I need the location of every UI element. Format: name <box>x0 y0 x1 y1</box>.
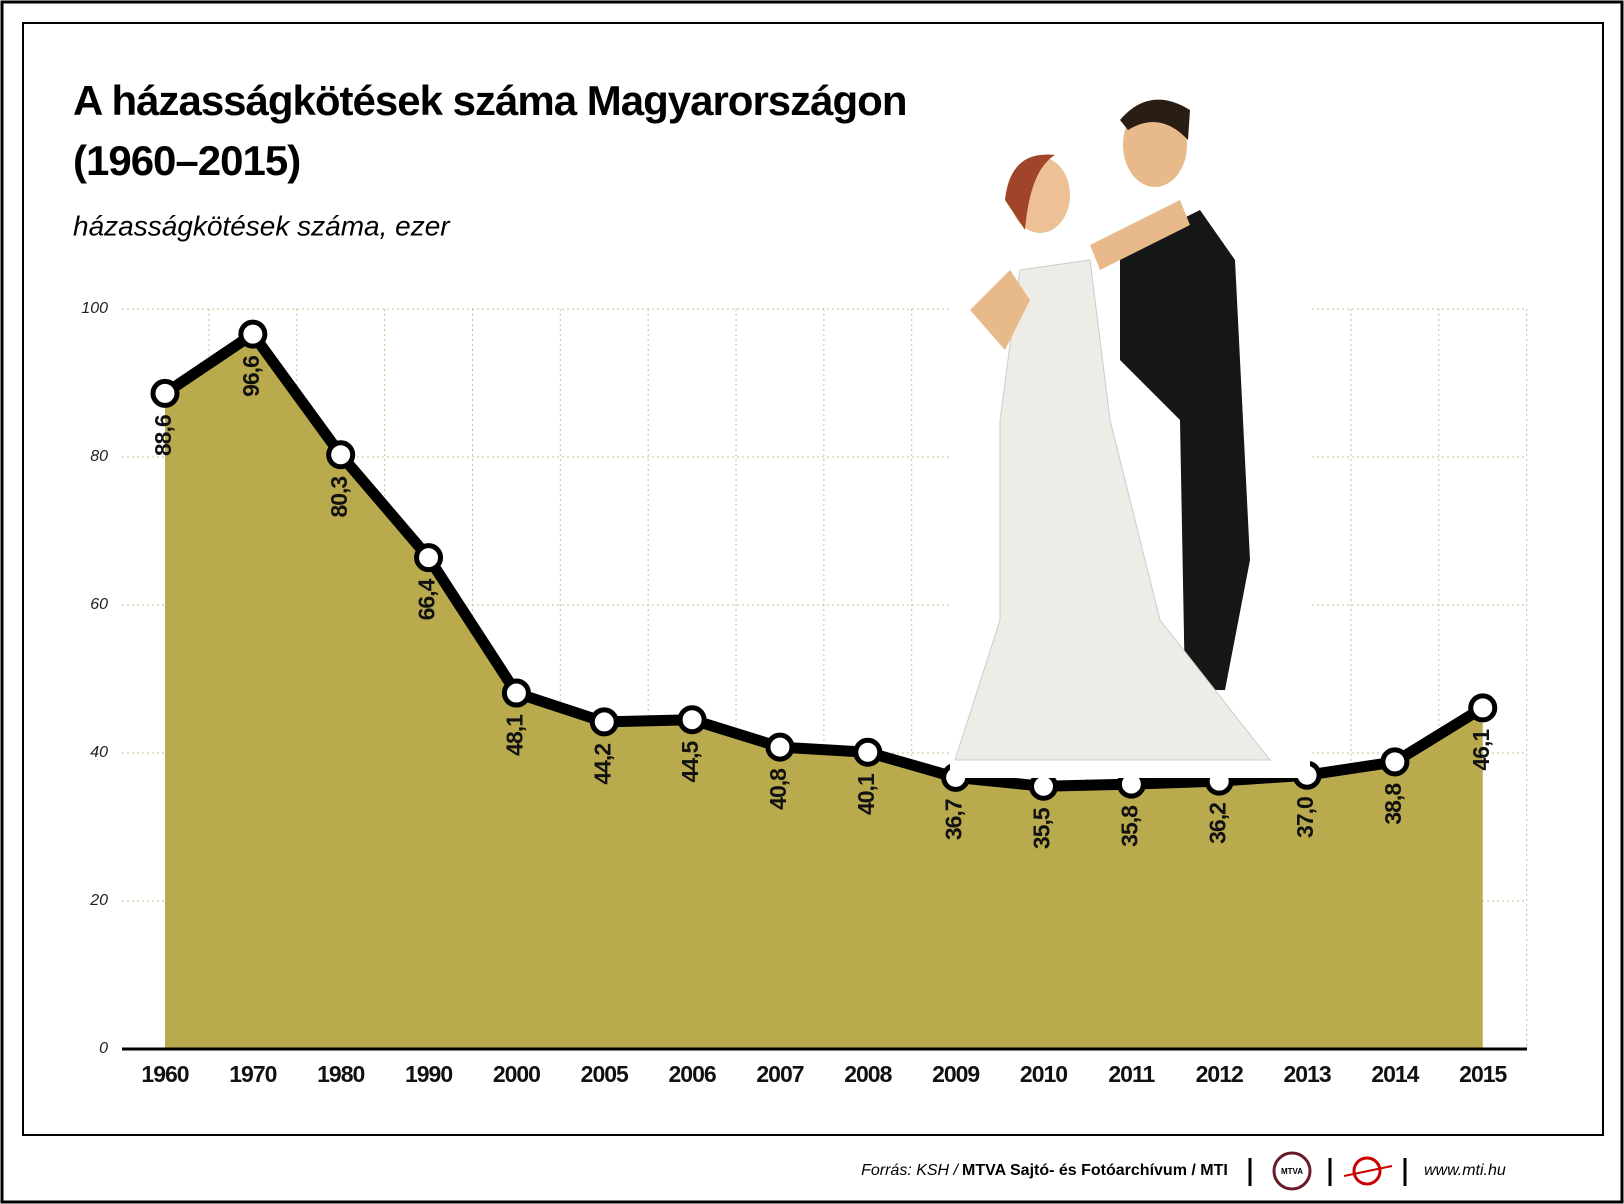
groom-suit <box>1120 210 1250 690</box>
value-label: 37,0 <box>1292 797 1318 838</box>
logo-text: MTVA <box>1281 1167 1303 1176</box>
y-tick-label: 100 <box>81 300 108 317</box>
x-tick-label: 1990 <box>405 1061 452 1087</box>
value-label: 88,6 <box>150 415 176 456</box>
point <box>414 543 444 573</box>
value-label: 48,1 <box>501 714 527 756</box>
agency: MTVA Sajtó- és Fotóarchívum / MTI <box>962 1162 1228 1179</box>
x-tick-label: 2014 <box>1371 1061 1419 1087</box>
x-tick-label: 2013 <box>1283 1061 1330 1087</box>
y-tick-label: 20 <box>89 892 108 909</box>
value-label: 46,1 <box>1468 729 1494 771</box>
x-tick-label: 2010 <box>1020 1061 1067 1087</box>
chart-title: (1960–2015) <box>73 137 300 184</box>
y-tick-label: 0 <box>99 1040 108 1057</box>
value-label: 40,8 <box>765 768 791 810</box>
point <box>501 678 531 708</box>
x-tick-label: 1980 <box>317 1061 364 1087</box>
point <box>765 732 795 762</box>
point <box>1380 747 1410 777</box>
x-tick-label: 2006 <box>669 1061 716 1087</box>
point <box>853 737 883 767</box>
bride-arm <box>970 270 1030 350</box>
logo-ring <box>1272 1151 1312 1191</box>
line <box>161 328 1486 792</box>
value-label: 80,3 <box>326 477 352 518</box>
couple-figure <box>950 99 1310 778</box>
point <box>677 705 707 735</box>
url: www.mti.hu <box>1424 1162 1506 1179</box>
bride-hair <box>1005 154 1055 230</box>
point <box>326 440 356 470</box>
mti-logo <box>1352 1156 1382 1186</box>
point <box>1468 693 1498 723</box>
x-tick-label: 2011 <box>1108 1061 1155 1087</box>
x-tick-label: 2008 <box>844 1061 892 1087</box>
value-label: 44,5 <box>677 740 703 782</box>
value-label: 35,8 <box>1116 805 1142 847</box>
point <box>238 319 268 349</box>
inner-frame <box>22 22 1604 1136</box>
x-tick-label: 1970 <box>229 1061 276 1087</box>
value-label: 36,2 <box>1204 803 1230 844</box>
value-label: 35,5 <box>1029 807 1055 849</box>
x-tick-label: 2015 <box>1459 1061 1507 1087</box>
y-tick-label: 60 <box>90 596 108 613</box>
x-tick-label: 2009 <box>932 1061 979 1087</box>
value-label: 66,4 <box>414 578 440 620</box>
x-tick-label: 1960 <box>141 1061 188 1087</box>
value-label: 38,8 <box>1380 783 1406 825</box>
value-label: 36,7 <box>941 799 967 840</box>
mti-logo-line <box>1343 1165 1393 1177</box>
value-label: 40,1 <box>853 773 879 815</box>
plot-area: 0 20 40 60 80 100 88,6 96,6 80,3 66,4 48,1 44,2 44,5… <box>81 300 1528 1087</box>
x-tick-label: 2000 <box>493 1061 540 1087</box>
chart-subtitle: házasságkötések száma, ezer <box>73 210 451 241</box>
source: Forrás: KSH / <box>861 1162 959 1179</box>
chart-title: A házasságkötések száma Magyarországon <box>73 77 906 124</box>
point <box>589 707 619 737</box>
y-tick-label: 80 <box>90 448 108 465</box>
groom-hair <box>1120 99 1190 140</box>
bride-dress <box>954 259 1272 761</box>
bride-arm-raised <box>1090 200 1190 270</box>
x-tick-label: 2005 <box>581 1061 629 1087</box>
x-tick-label: 2012 <box>1196 1061 1243 1087</box>
value-label: 44,2 <box>589 744 615 785</box>
y-tick-label: 40 <box>90 744 108 761</box>
x-tick-label: 2007 <box>756 1061 803 1087</box>
point <box>150 378 180 408</box>
value-label: 96,6 <box>238 356 264 397</box>
area <box>165 334 1483 1049</box>
